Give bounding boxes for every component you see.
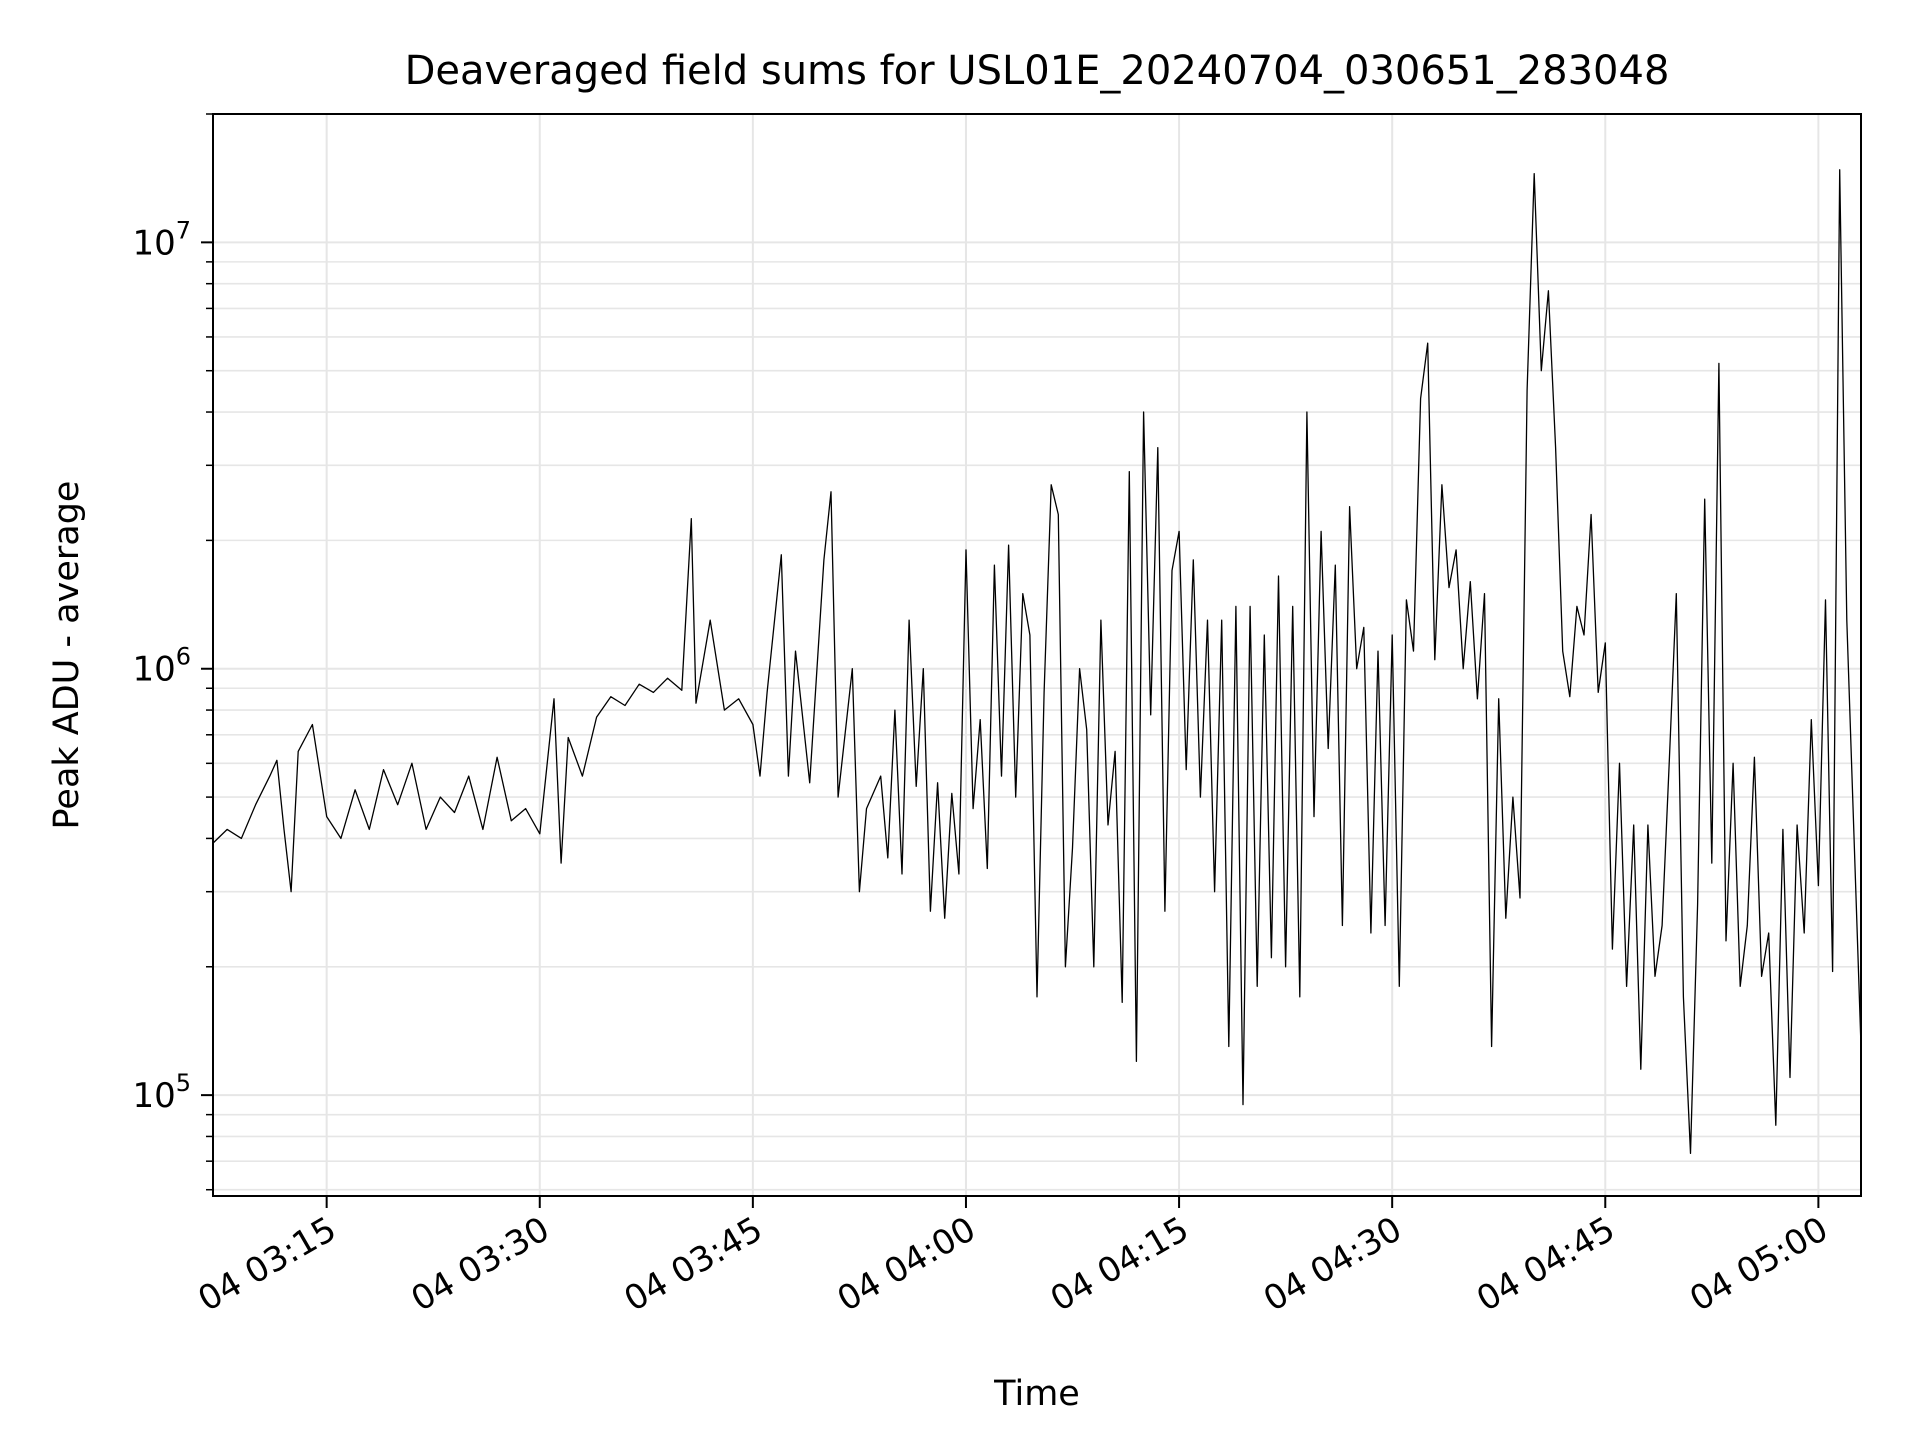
grid-lines <box>213 113 1861 1196</box>
plot-frame <box>212 113 1862 1197</box>
series-line <box>212 169 1862 1155</box>
x-tick-label: 04 03:45 <box>618 1209 770 1320</box>
y-tick-exponent: 5 <box>176 1069 191 1097</box>
y-tick-exponent: 7 <box>176 216 191 244</box>
y-tick-exponent: 6 <box>176 643 191 671</box>
y-tick-label: 107 <box>132 216 191 263</box>
x-tick-label: 04 04:00 <box>831 1209 983 1320</box>
y-tick-label: 105 <box>132 1069 191 1116</box>
x-axis-label: Time <box>993 1374 1080 1414</box>
y-tick-base: 10 <box>132 223 175 263</box>
y-tick-base: 10 <box>132 650 175 690</box>
x-tick-label: 04 03:30 <box>405 1209 557 1320</box>
x-axis: 04 03:15 04 03:30 04 03:45 04 04:00 04 04:15… <box>191 1196 1835 1320</box>
x-tick-label: 04 03:15 <box>191 1209 343 1320</box>
y-axis-label: Peak ADU - average <box>47 481 87 830</box>
x-tick-label: 04 05:00 <box>1683 1209 1835 1320</box>
y-tick-base: 10 <box>132 1076 175 1116</box>
x-tick-label: 04 04:45 <box>1470 1209 1622 1320</box>
chart-title: Deaveraged field sums for USL01E_2024070… <box>405 48 1670 94</box>
y-tick-label: 106 <box>132 643 191 690</box>
x-tick-label: 04 04:30 <box>1257 1209 1409 1320</box>
x-tick-label: 04 04:15 <box>1044 1209 1196 1320</box>
